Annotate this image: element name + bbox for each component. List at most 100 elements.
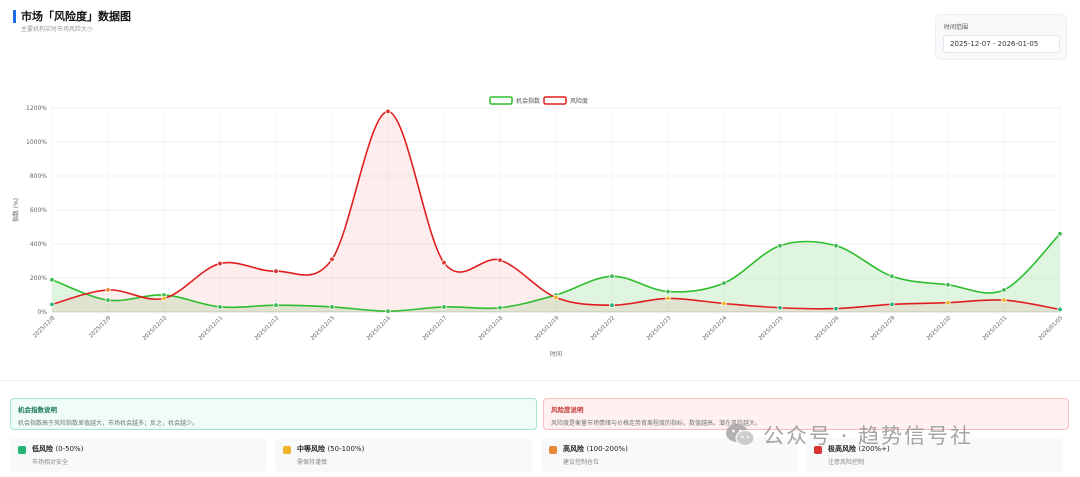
point-series-1 bbox=[665, 295, 671, 302]
point-series-0 bbox=[217, 304, 223, 310]
point-series-1 bbox=[441, 259, 447, 266]
point-series-0 bbox=[441, 304, 447, 310]
y-tick-label: 800% bbox=[30, 173, 47, 180]
x-tick-label: 2025/12/16 bbox=[366, 315, 393, 342]
y-tick-label: 0% bbox=[37, 309, 47, 316]
x-axis-label: 时间 bbox=[550, 350, 562, 358]
point-series-1 bbox=[721, 300, 727, 307]
point-series-1 bbox=[889, 301, 895, 308]
x-axis-ticks: 2025/12/8 2025/12/9 2025/12/10 2025/12/11 20… bbox=[32, 315, 1065, 342]
point-series-1 bbox=[217, 260, 223, 267]
x-tick-label: 2025/12/22 bbox=[590, 315, 617, 342]
level-high: 高风险 (100-200%) 建议控制仓位 bbox=[541, 438, 798, 472]
extreme-risk-color-icon bbox=[814, 446, 822, 454]
y-axis-ticks: 0% 200% 400% 600% 800% 1000% 1200% bbox=[26, 105, 47, 316]
low-risk-color-icon bbox=[18, 446, 26, 454]
x-tick-label: 2025/12/30 bbox=[926, 315, 953, 342]
x-tick-label: 2025/12/29 bbox=[870, 315, 897, 342]
legend-label-0: 机会指数 bbox=[516, 97, 540, 105]
y-tick-label: 1200% bbox=[26, 105, 47, 112]
y-tick-label: 1000% bbox=[26, 139, 47, 146]
date-range-picker[interactable]: 2025-12-07 - 2026-01-05 bbox=[943, 35, 1060, 53]
level-extreme-range: (200%+) bbox=[858, 445, 890, 453]
area-series-0 bbox=[52, 233, 1060, 312]
chart-legend: 机会指数 风险度 bbox=[489, 96, 588, 105]
risk-note-title: 风险度说明 bbox=[551, 406, 584, 414]
level-high-range: (100-200%) bbox=[586, 445, 628, 453]
point-series-0 bbox=[49, 276, 55, 283]
opportunity-note: 机会指数说明 机会指数高于风险指数差值越大，市场机会越多；反之，机会越少。 bbox=[10, 398, 537, 430]
high-risk-color-icon bbox=[549, 446, 557, 454]
x-tick-label: 2025/12/12 bbox=[254, 315, 281, 342]
time-range-label: 时间范围 bbox=[944, 24, 969, 31]
x-tick-label: 2025/12/19 bbox=[534, 315, 561, 342]
risk-note-text: 风险度是衡量市场情绪与价格走势背离程度的指标，数值越高，潜在风险越大。 bbox=[551, 420, 762, 427]
page-subtitle: 主要机构实时市场风险大小 bbox=[21, 26, 94, 33]
point-series-1 bbox=[161, 295, 167, 302]
point-series-1 bbox=[945, 299, 951, 306]
level-low-range: (0-50%) bbox=[55, 445, 84, 453]
time-range-card: 时间范围 2025-12-07 - 2026-01-05 bbox=[935, 14, 1067, 60]
level-medium-name: 中等风险 bbox=[297, 445, 325, 453]
level-low-desc: 市场相对安全 bbox=[32, 459, 69, 466]
title-accent-bar bbox=[13, 10, 16, 23]
watermark: 公众号 · 趋势信号社 bbox=[725, 417, 1055, 453]
opportunity-note-title: 机会指数说明 bbox=[18, 406, 57, 414]
point-series-1 bbox=[385, 108, 391, 115]
x-tick-label: 2025/12/18 bbox=[478, 315, 505, 342]
x-tick-label: 2025/12/31 bbox=[982, 315, 1009, 342]
point-series-0 bbox=[945, 282, 951, 288]
watermark-text: 公众号 · 趋势信号社 bbox=[763, 424, 974, 448]
x-tick-label: 2025/12/15 bbox=[310, 315, 337, 342]
x-tick-label: 2025/12/24 bbox=[702, 315, 729, 342]
point-series-1 bbox=[553, 294, 559, 301]
level-medium-range: (50-100%) bbox=[327, 445, 365, 453]
point-series-1 bbox=[833, 305, 839, 312]
header: 市场「风险度」数据图 主要机构实时市场风险大小 时间范围 2025-12-07 … bbox=[0, 0, 1080, 90]
y-tick-label: 400% bbox=[30, 241, 47, 248]
point-series-0 bbox=[889, 273, 895, 279]
point-series-0 bbox=[1001, 287, 1007, 293]
point-series-1 bbox=[609, 302, 615, 308]
x-tick-label: 2025/12/25 bbox=[758, 315, 785, 342]
point-series-0 bbox=[273, 302, 279, 308]
legend-label-1: 风险度 bbox=[570, 97, 588, 105]
chart-areas bbox=[52, 111, 1060, 312]
point-series-0 bbox=[777, 242, 783, 249]
chart-points bbox=[49, 108, 1063, 314]
point-series-1 bbox=[777, 305, 783, 311]
y-tick-label: 200% bbox=[30, 275, 47, 282]
point-series-1 bbox=[1057, 306, 1063, 313]
page-title: 市场「风险度」数据图 bbox=[21, 10, 131, 23]
level-extreme-name: 极高风险 bbox=[828, 445, 856, 453]
y-axis-label: 指数 (%) bbox=[12, 198, 20, 222]
point-series-0 bbox=[665, 288, 671, 295]
point-series-0 bbox=[721, 280, 727, 286]
risk-note: 风险度说明 风险度是衡量市场情绪与价格走势背离程度的指标，数值越高，潜在风险越大… bbox=[543, 398, 1069, 430]
point-series-1 bbox=[105, 287, 111, 293]
medium-risk-color-icon bbox=[283, 446, 291, 454]
x-tick-label: 2025/12/23 bbox=[646, 315, 673, 342]
line-series-1 bbox=[51, 110, 1061, 311]
risk-chart: 2025/12/8 2025/12/9 2025/12/10 2025/12/11 20… bbox=[12, 96, 1065, 358]
point-series-0 bbox=[1057, 231, 1063, 237]
level-medium-desc: 需保持谨慎 bbox=[297, 459, 328, 466]
x-tick-label: 2026/01/05 bbox=[1038, 315, 1065, 342]
point-series-1 bbox=[497, 257, 503, 263]
level-low-name: 低风险 bbox=[32, 445, 53, 453]
legend-swatch-1 bbox=[543, 96, 567, 105]
explanation-panel: 机会指数说明 机会指数高于风险指数差值越大，市场机会越多；反之，机会越少。 风险… bbox=[0, 380, 1080, 477]
x-tick-label: 2025/12/8 bbox=[32, 315, 57, 340]
x-tick-label: 2025/12/9 bbox=[88, 315, 113, 340]
x-tick-label: 2025/12/10 bbox=[142, 315, 169, 342]
point-series-1 bbox=[273, 268, 279, 274]
x-tick-label: 2025/12/17 bbox=[422, 315, 449, 342]
point-series-0 bbox=[385, 308, 391, 314]
legend-swatch-0 bbox=[489, 96, 513, 105]
level-medium: 中等风险 (50-100%) 需保持谨慎 bbox=[275, 438, 532, 472]
level-extreme: 极高风险 (200%+) 注意风险控制 bbox=[806, 438, 1063, 472]
point-series-1 bbox=[49, 301, 55, 308]
point-series-0 bbox=[329, 304, 335, 310]
point-series-0 bbox=[105, 297, 111, 303]
level-high-desc: 建议控制仓位 bbox=[563, 459, 600, 466]
